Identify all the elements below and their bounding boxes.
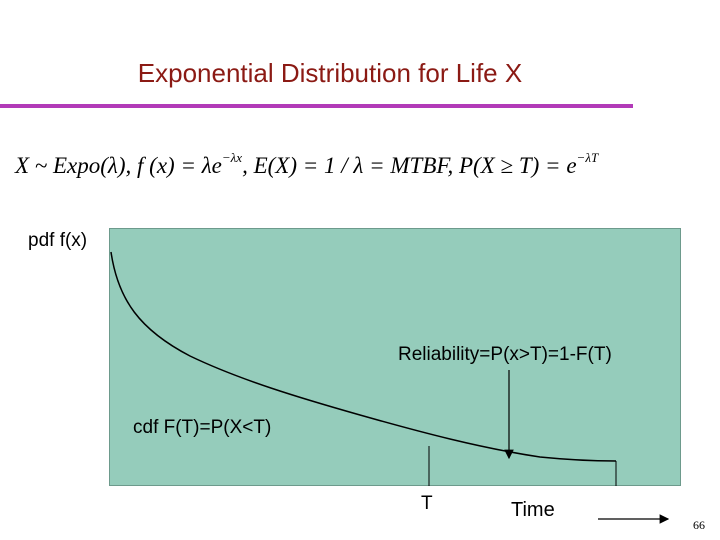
page-number: 66 <box>693 518 705 532</box>
y-axis-label: pdf f(x) <box>28 230 88 251</box>
reliability-label: Reliability=P(x>T)=1-F(T) <box>398 344 612 365</box>
formula-line: X ~ Expo(λ), f (x) = λe−λx, E(X) = 1 / λ… <box>15 150 598 179</box>
pdf-curve <box>110 251 617 462</box>
title-underline <box>0 104 633 108</box>
time-label: Time <box>511 499 555 521</box>
formula-exponent-1: −λx <box>221 150 243 165</box>
t-label: T <box>421 493 433 514</box>
cdf-label: cdf F(T)=P(X<T) <box>133 417 272 438</box>
formula-exponent-2: −λT <box>576 150 599 165</box>
formula-part-1: X ~ Expo(λ), f (x) = λe <box>15 153 222 178</box>
slide-title: Exponential Distribution for Life X <box>137 58 523 88</box>
formula-part-2: , E(X) = 1 / λ = MTBF, P(X ≥ T) = e <box>242 153 577 178</box>
plot-area <box>109 228 681 486</box>
